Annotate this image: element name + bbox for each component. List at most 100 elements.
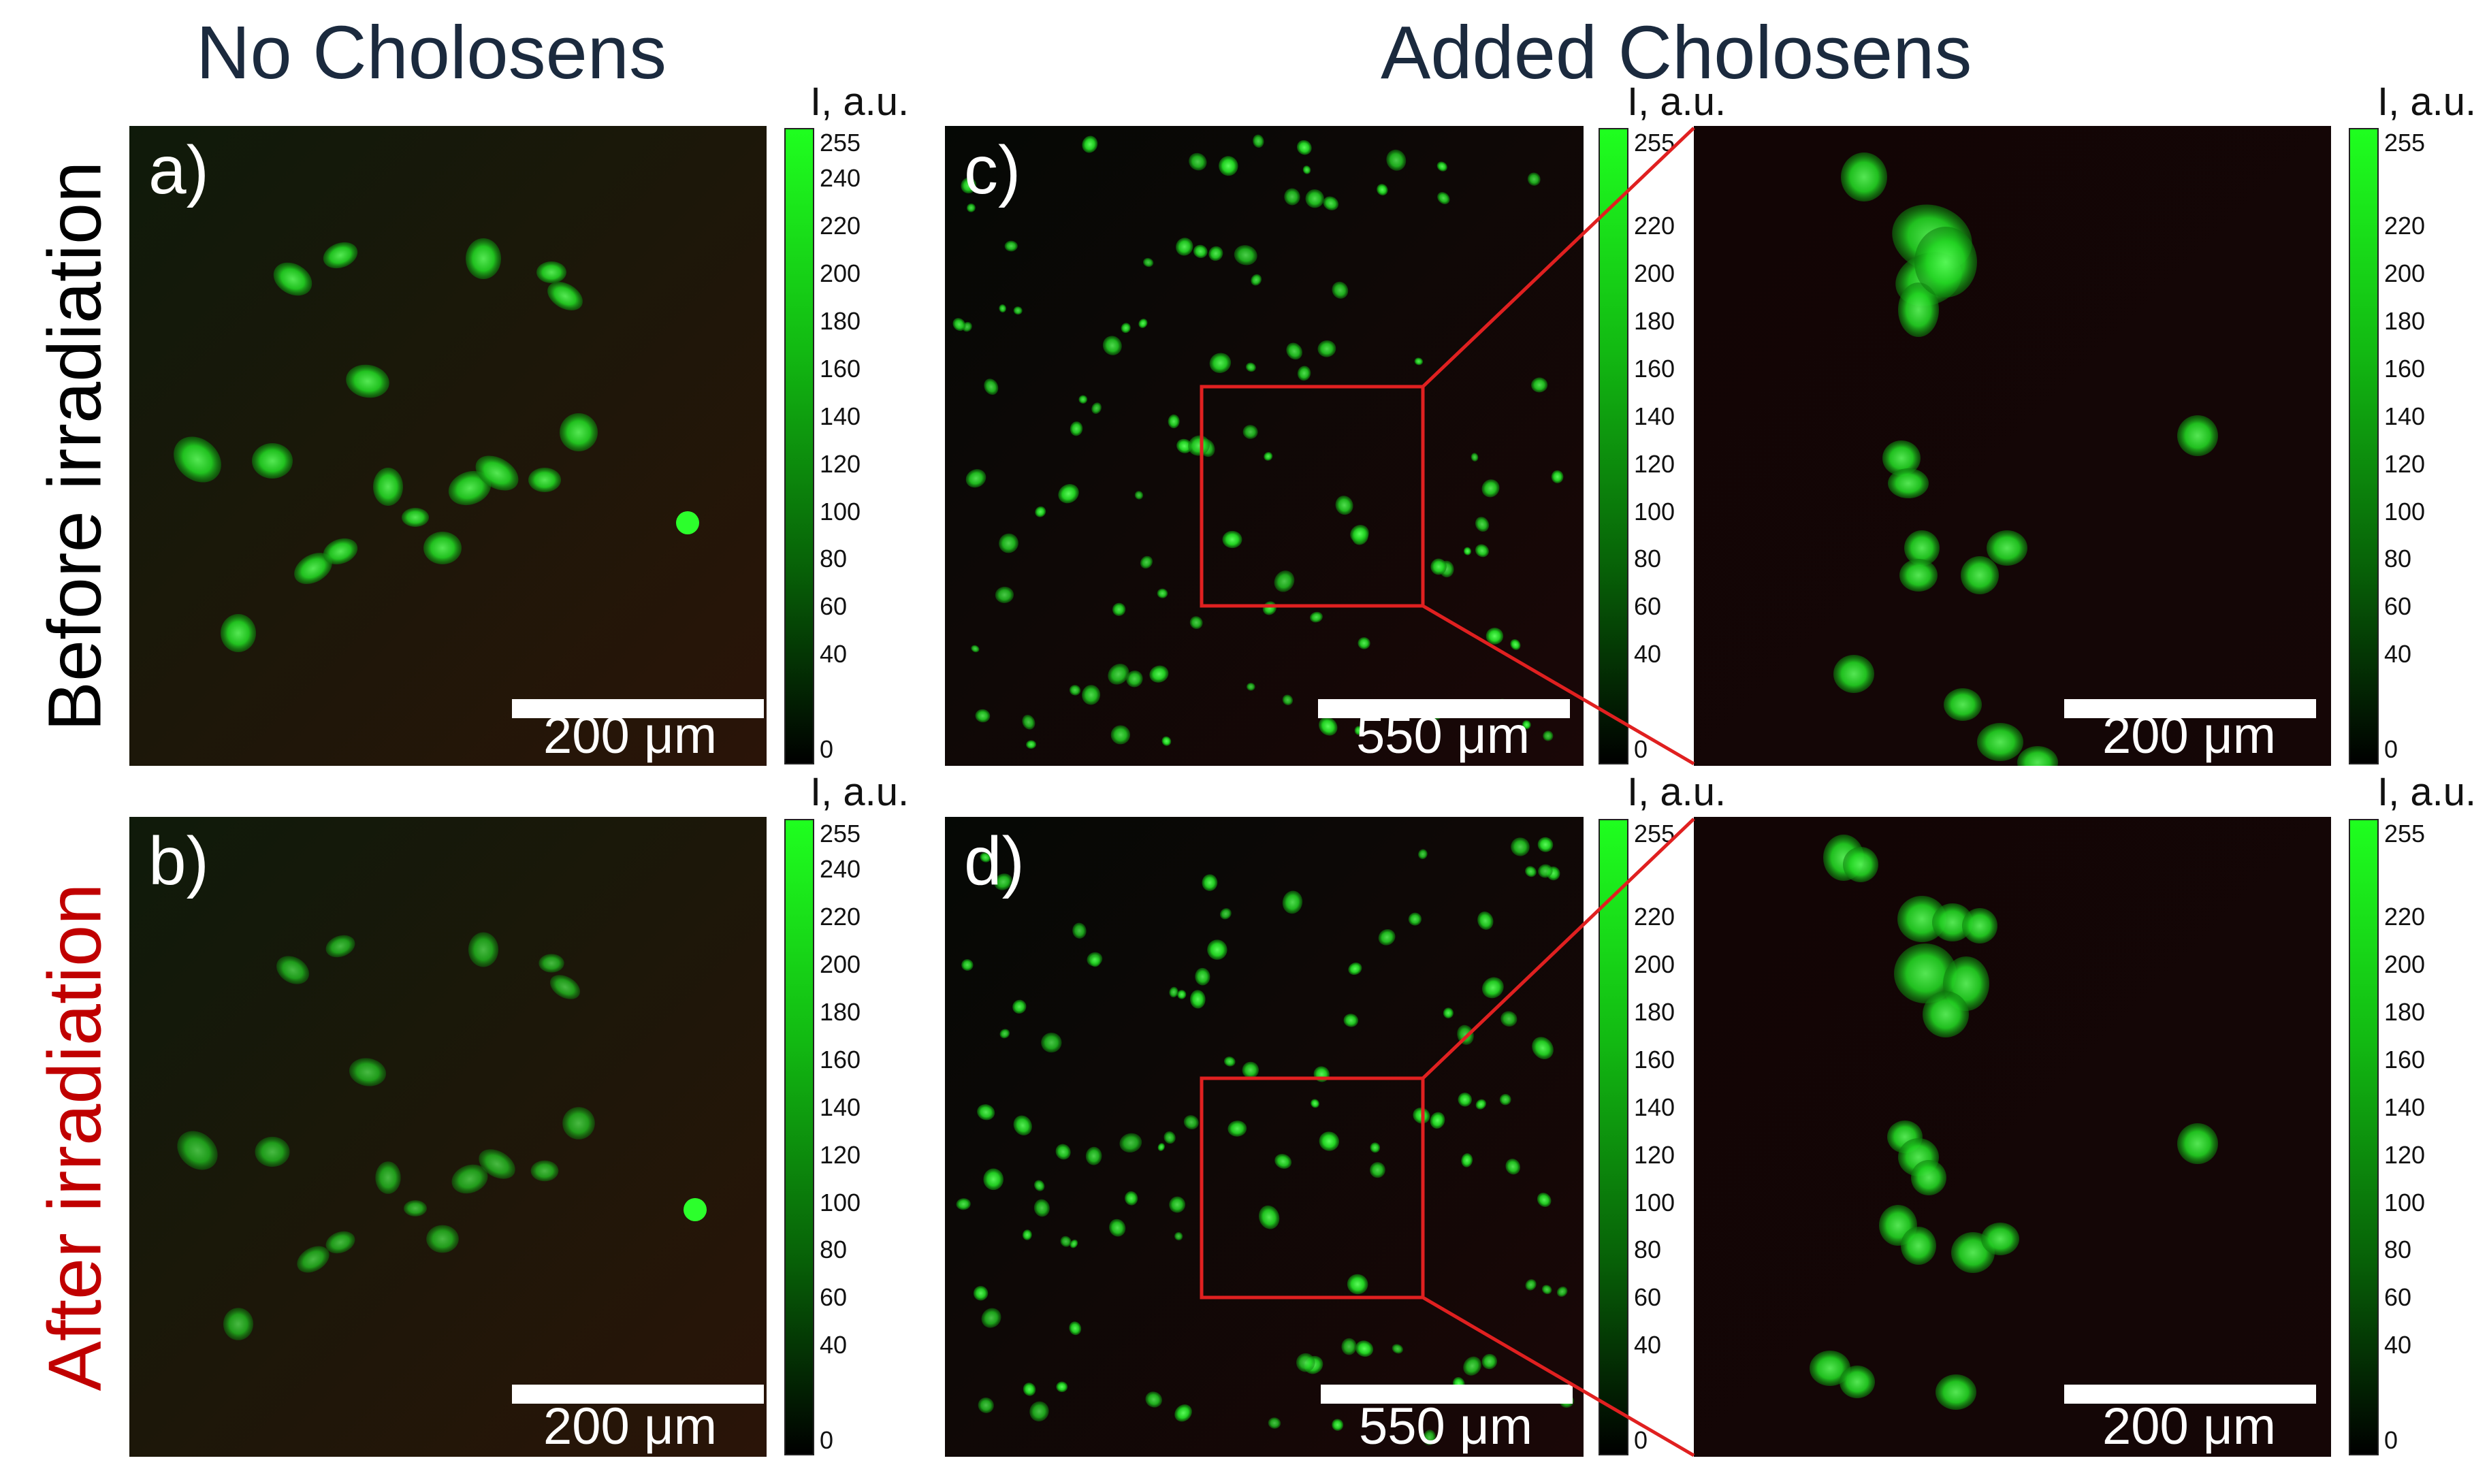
colorbar-tick-dz: 120 bbox=[2384, 1140, 2426, 1169]
micrograph-panel-c-zoom: 200 μm bbox=[1694, 126, 2331, 766]
colorbar-tick-cz: 255 bbox=[2384, 129, 2426, 157]
colorbar-tick-cz: 120 bbox=[2384, 449, 2426, 478]
panel-label-a: a) bbox=[148, 132, 209, 208]
colorbar-tick-d: 100 bbox=[1634, 1188, 1675, 1216]
colorbar-title-c: I, a.u. bbox=[1627, 80, 1727, 124]
micrograph-image-c-zoom bbox=[1694, 126, 2331, 766]
colorbar-tick-cz: 160 bbox=[2384, 354, 2426, 383]
colorbar-tick-dz: 255 bbox=[2384, 820, 2426, 848]
colorbar-dz bbox=[2349, 819, 2379, 1455]
colorbar-tick-dz: 160 bbox=[2384, 1045, 2426, 1074]
colorbar-tick-d: 80 bbox=[1634, 1236, 1662, 1264]
colorbar-tick-d: 60 bbox=[1634, 1283, 1662, 1312]
micrograph-image-c bbox=[945, 126, 1584, 766]
scale-text-d-zoom: 200 μm bbox=[2102, 1398, 2277, 1455]
row-title-before-irradiation: Before irradiation bbox=[33, 161, 117, 731]
colorbar-tick-cz: 100 bbox=[2384, 497, 2426, 526]
colorbar-tick-a: 0 bbox=[820, 735, 834, 763]
colorbar-tick-d: 255 bbox=[1634, 820, 1675, 848]
column-title-added-cholosens: Added Cholosens bbox=[1381, 11, 1972, 95]
colorbar-title-a: I, a.u. bbox=[810, 80, 910, 124]
colorbar-tick-dz: 40 bbox=[2384, 1331, 2412, 1359]
colorbar-tick-dz: 100 bbox=[2384, 1188, 2426, 1216]
colorbar-tick-a: 160 bbox=[820, 354, 861, 383]
colorbar-tick-d: 160 bbox=[1634, 1045, 1675, 1074]
colorbar-tick-c: 80 bbox=[1634, 545, 1662, 573]
micrograph-panel-d: d) 550 μm bbox=[945, 817, 1584, 1457]
colorbar-cz bbox=[2349, 128, 2379, 764]
colorbar-tick-c: 40 bbox=[1634, 640, 1662, 668]
colorbar-tick-c: 0 bbox=[1634, 735, 1648, 763]
colorbar-tick-a: 40 bbox=[820, 640, 848, 668]
panel-label-b: b) bbox=[148, 823, 209, 899]
colorbar-d bbox=[1599, 819, 1628, 1455]
colorbar-tick-c: 200 bbox=[1634, 259, 1675, 288]
colorbar-tick-c: 140 bbox=[1634, 402, 1675, 430]
scale-bar-c-zoom bbox=[2064, 699, 2316, 718]
colorbar-tick-dz: 60 bbox=[2384, 1283, 2412, 1312]
row-title-after-irradiation: After irradiation bbox=[33, 883, 117, 1391]
scale-text-c: 550 μm bbox=[1356, 707, 1530, 764]
colorbar-tick-cz: 180 bbox=[2384, 307, 2426, 336]
colorbar-tick-cz: 40 bbox=[2384, 640, 2412, 668]
colorbar-b bbox=[784, 819, 814, 1455]
colorbar-tick-b: 100 bbox=[820, 1188, 861, 1216]
colorbar-tick-a: 140 bbox=[820, 402, 861, 430]
colorbar-tick-c: 180 bbox=[1634, 307, 1675, 336]
colorbar-tick-a: 60 bbox=[820, 592, 848, 621]
colorbar-tick-b: 200 bbox=[820, 950, 861, 979]
colorbar-tick-d: 180 bbox=[1634, 998, 1675, 1027]
colorbar-tick-a: 240 bbox=[820, 164, 861, 193]
scale-text-c-zoom: 200 μm bbox=[2102, 707, 2277, 764]
colorbar-tick-b: 80 bbox=[820, 1236, 848, 1264]
scale-bar-d-zoom bbox=[2064, 1385, 2316, 1404]
colorbar-tick-dz: 200 bbox=[2384, 950, 2426, 979]
colorbar-tick-a: 180 bbox=[820, 307, 861, 336]
colorbar-tick-b: 255 bbox=[820, 820, 861, 848]
colorbar-tick-b: 60 bbox=[820, 1283, 848, 1312]
scale-bar-b bbox=[512, 1385, 764, 1404]
colorbar-c bbox=[1599, 128, 1628, 764]
micrograph-panel-a: a) 200 μm bbox=[129, 126, 767, 766]
micrograph-panel-d-zoom: 200 μm bbox=[1694, 817, 2331, 1457]
colorbar-tick-c: 120 bbox=[1634, 449, 1675, 478]
micrograph-image-a bbox=[129, 126, 767, 766]
colorbar-tick-b: 240 bbox=[820, 855, 861, 884]
scale-text-d: 550 μm bbox=[1359, 1398, 1533, 1455]
colorbar-tick-b: 40 bbox=[820, 1331, 848, 1359]
colorbar-tick-c: 100 bbox=[1634, 497, 1675, 526]
colorbar-tick-d: 140 bbox=[1634, 1093, 1675, 1121]
colorbar-tick-b: 160 bbox=[820, 1045, 861, 1074]
colorbar-tick-cz: 140 bbox=[2384, 402, 2426, 430]
scale-bar-a bbox=[512, 699, 764, 718]
colorbar-tick-c: 220 bbox=[1634, 212, 1675, 240]
colorbar-tick-a: 255 bbox=[820, 129, 861, 157]
colorbar-tick-dz: 140 bbox=[2384, 1093, 2426, 1121]
micrograph-image-b bbox=[129, 817, 767, 1457]
colorbar-tick-cz: 0 bbox=[2384, 735, 2398, 763]
panel-label-c: c) bbox=[964, 132, 1021, 208]
micrograph-image-d-zoom bbox=[1694, 817, 2331, 1457]
panel-label-d: d) bbox=[964, 823, 1025, 899]
scale-text-b: 200 μm bbox=[543, 1398, 718, 1455]
colorbar-tick-b: 120 bbox=[820, 1140, 861, 1169]
colorbar-tick-c: 255 bbox=[1634, 129, 1675, 157]
colorbar-tick-b: 220 bbox=[820, 903, 861, 931]
colorbar-tick-c: 60 bbox=[1634, 592, 1662, 621]
colorbar-tick-dz: 80 bbox=[2384, 1236, 2412, 1264]
micrograph-panel-b: b) 200 μm bbox=[129, 817, 767, 1457]
colorbar-tick-a: 220 bbox=[820, 212, 861, 240]
colorbar-tick-d: 120 bbox=[1634, 1140, 1675, 1169]
colorbar-tick-d: 0 bbox=[1634, 1426, 1648, 1454]
colorbar-tick-b: 140 bbox=[820, 1093, 861, 1121]
colorbar-tick-a: 80 bbox=[820, 545, 848, 573]
colorbar-title-dz: I, a.u. bbox=[2377, 770, 2477, 814]
colorbar-title-b: I, a.u. bbox=[810, 770, 910, 814]
colorbar-tick-dz: 0 bbox=[2384, 1426, 2398, 1454]
colorbar-tick-a: 200 bbox=[820, 259, 861, 288]
colorbar-tick-a: 120 bbox=[820, 449, 861, 478]
colorbar-tick-c: 160 bbox=[1634, 354, 1675, 383]
colorbar-tick-d: 220 bbox=[1634, 903, 1675, 931]
colorbar-tick-a: 100 bbox=[820, 497, 861, 526]
colorbar-a bbox=[784, 128, 814, 764]
